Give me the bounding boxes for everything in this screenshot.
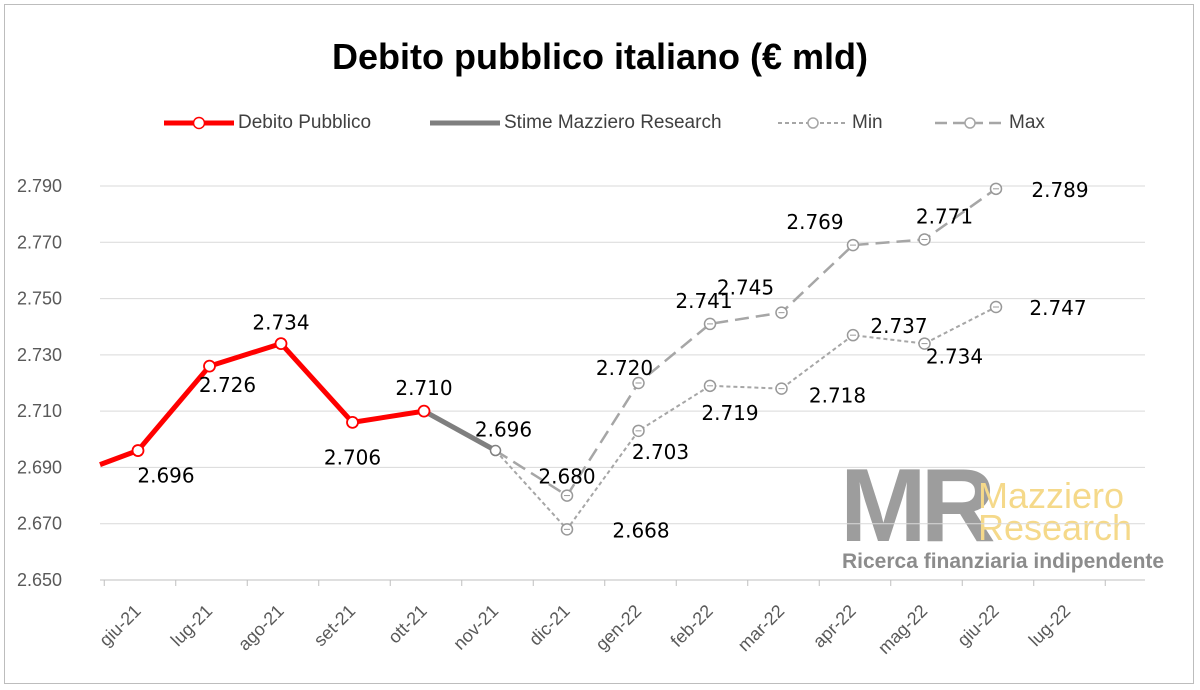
data-label: 2.769 <box>786 210 843 234</box>
x-tick-label: giu-21 <box>95 601 145 651</box>
series-line-debito-pubblico <box>99 341 425 467</box>
legend-item-stime: Stime Mazziero Research <box>430 110 722 136</box>
x-tick-label: mag-22 <box>874 601 931 658</box>
chart-title: Debito pubblico italiano (€ mld) <box>332 36 868 77</box>
legend-item-debito-pubblico: Debito Pubblico <box>164 110 371 136</box>
data-label: 2.703 <box>632 440 689 464</box>
legend-marker-actual-icon <box>164 116 234 130</box>
x-tick-label: nov-21 <box>449 601 502 654</box>
y-tick-label: 2.790 <box>17 176 62 196</box>
logo-name-line1: Mazziero <box>978 475 1125 516</box>
series-line-stime <box>422 408 497 453</box>
series-line-min <box>494 306 997 531</box>
data-label: 2.710 <box>395 376 452 400</box>
data-label: 2.696 <box>137 464 194 488</box>
y-tick-label: 2.670 <box>17 514 62 534</box>
data-label: 2.718 <box>809 384 866 408</box>
data-point-debito-pubblico <box>346 415 359 429</box>
data-label: 2.668 <box>612 518 669 542</box>
data-label: 2.706 <box>324 445 381 469</box>
data-label: 2.696 <box>475 418 532 442</box>
data-label: 2.720 <box>596 356 653 380</box>
legend-label: Debito Pubblico <box>238 112 372 133</box>
data-label: 2.741 <box>675 289 732 313</box>
x-tick-label: feb-22 <box>667 601 717 651</box>
data-label: 2.734 <box>252 311 309 335</box>
x-tick-label: giu-22 <box>953 601 1003 651</box>
data-label: 2.680 <box>538 465 595 489</box>
data-point-debito-pubblico <box>131 444 145 457</box>
data-label: 2.771 <box>916 204 973 228</box>
data-label: 2.745 <box>717 276 774 300</box>
data-label: 2.719 <box>701 401 758 425</box>
logo-letters: MR <box>840 448 996 564</box>
data-label: 2.737 <box>870 314 927 338</box>
legend-marker-min-icon <box>778 117 848 129</box>
logo-tagline: Ricerca finanziaria indipendente <box>842 550 1165 573</box>
data-label: 2.726 <box>199 373 256 397</box>
data-point-stime <box>489 444 502 457</box>
x-tick-label: set-21 <box>310 601 360 651</box>
x-tick-label: dic-21 <box>525 601 574 650</box>
legend-label: Min <box>852 112 883 133</box>
x-tick-label: gen-22 <box>592 601 646 655</box>
y-tick-label: 2.710 <box>17 401 62 421</box>
data-label: 2.789 <box>1031 178 1088 202</box>
y-tick-label: 2.770 <box>17 232 62 252</box>
x-tick-label: ago-21 <box>234 601 288 655</box>
legend-marker-estimate-icon <box>430 120 500 126</box>
data-point-debito-pubblico <box>417 404 431 418</box>
y-tick-label: 2.730 <box>17 345 62 365</box>
legend-item-min: Min <box>778 110 883 136</box>
x-tick-label: lug-22 <box>1025 601 1075 651</box>
legend-label: Stime Mazziero Research <box>504 112 722 133</box>
legend-marker-max-icon <box>935 117 1005 129</box>
x-tick-label: lug-21 <box>167 601 217 651</box>
x-tick-label: mar-22 <box>734 601 788 655</box>
data-label: 2.747 <box>1029 296 1086 320</box>
data-label: 2.734 <box>926 345 983 369</box>
y-tick-label: 2.650 <box>17 570 62 590</box>
x-tick-label: ott-21 <box>384 601 431 648</box>
data-point-debito-pubblico <box>203 359 216 373</box>
data-point-debito-pubblico <box>274 337 288 351</box>
x-tick-label: apr-22 <box>809 601 860 652</box>
y-tick-label: 2.690 <box>17 457 62 477</box>
series-line-max <box>494 187 997 498</box>
legend-item-max: Max <box>935 110 1045 136</box>
y-tick-label: 2.750 <box>17 289 62 309</box>
logo-name-line2: Research <box>978 507 1133 548</box>
brand-logo: MR Mazziero Research Ricerca finanziaria… <box>840 448 1164 578</box>
legend-label: Max <box>1009 112 1045 133</box>
chart-frame <box>4 4 1194 684</box>
